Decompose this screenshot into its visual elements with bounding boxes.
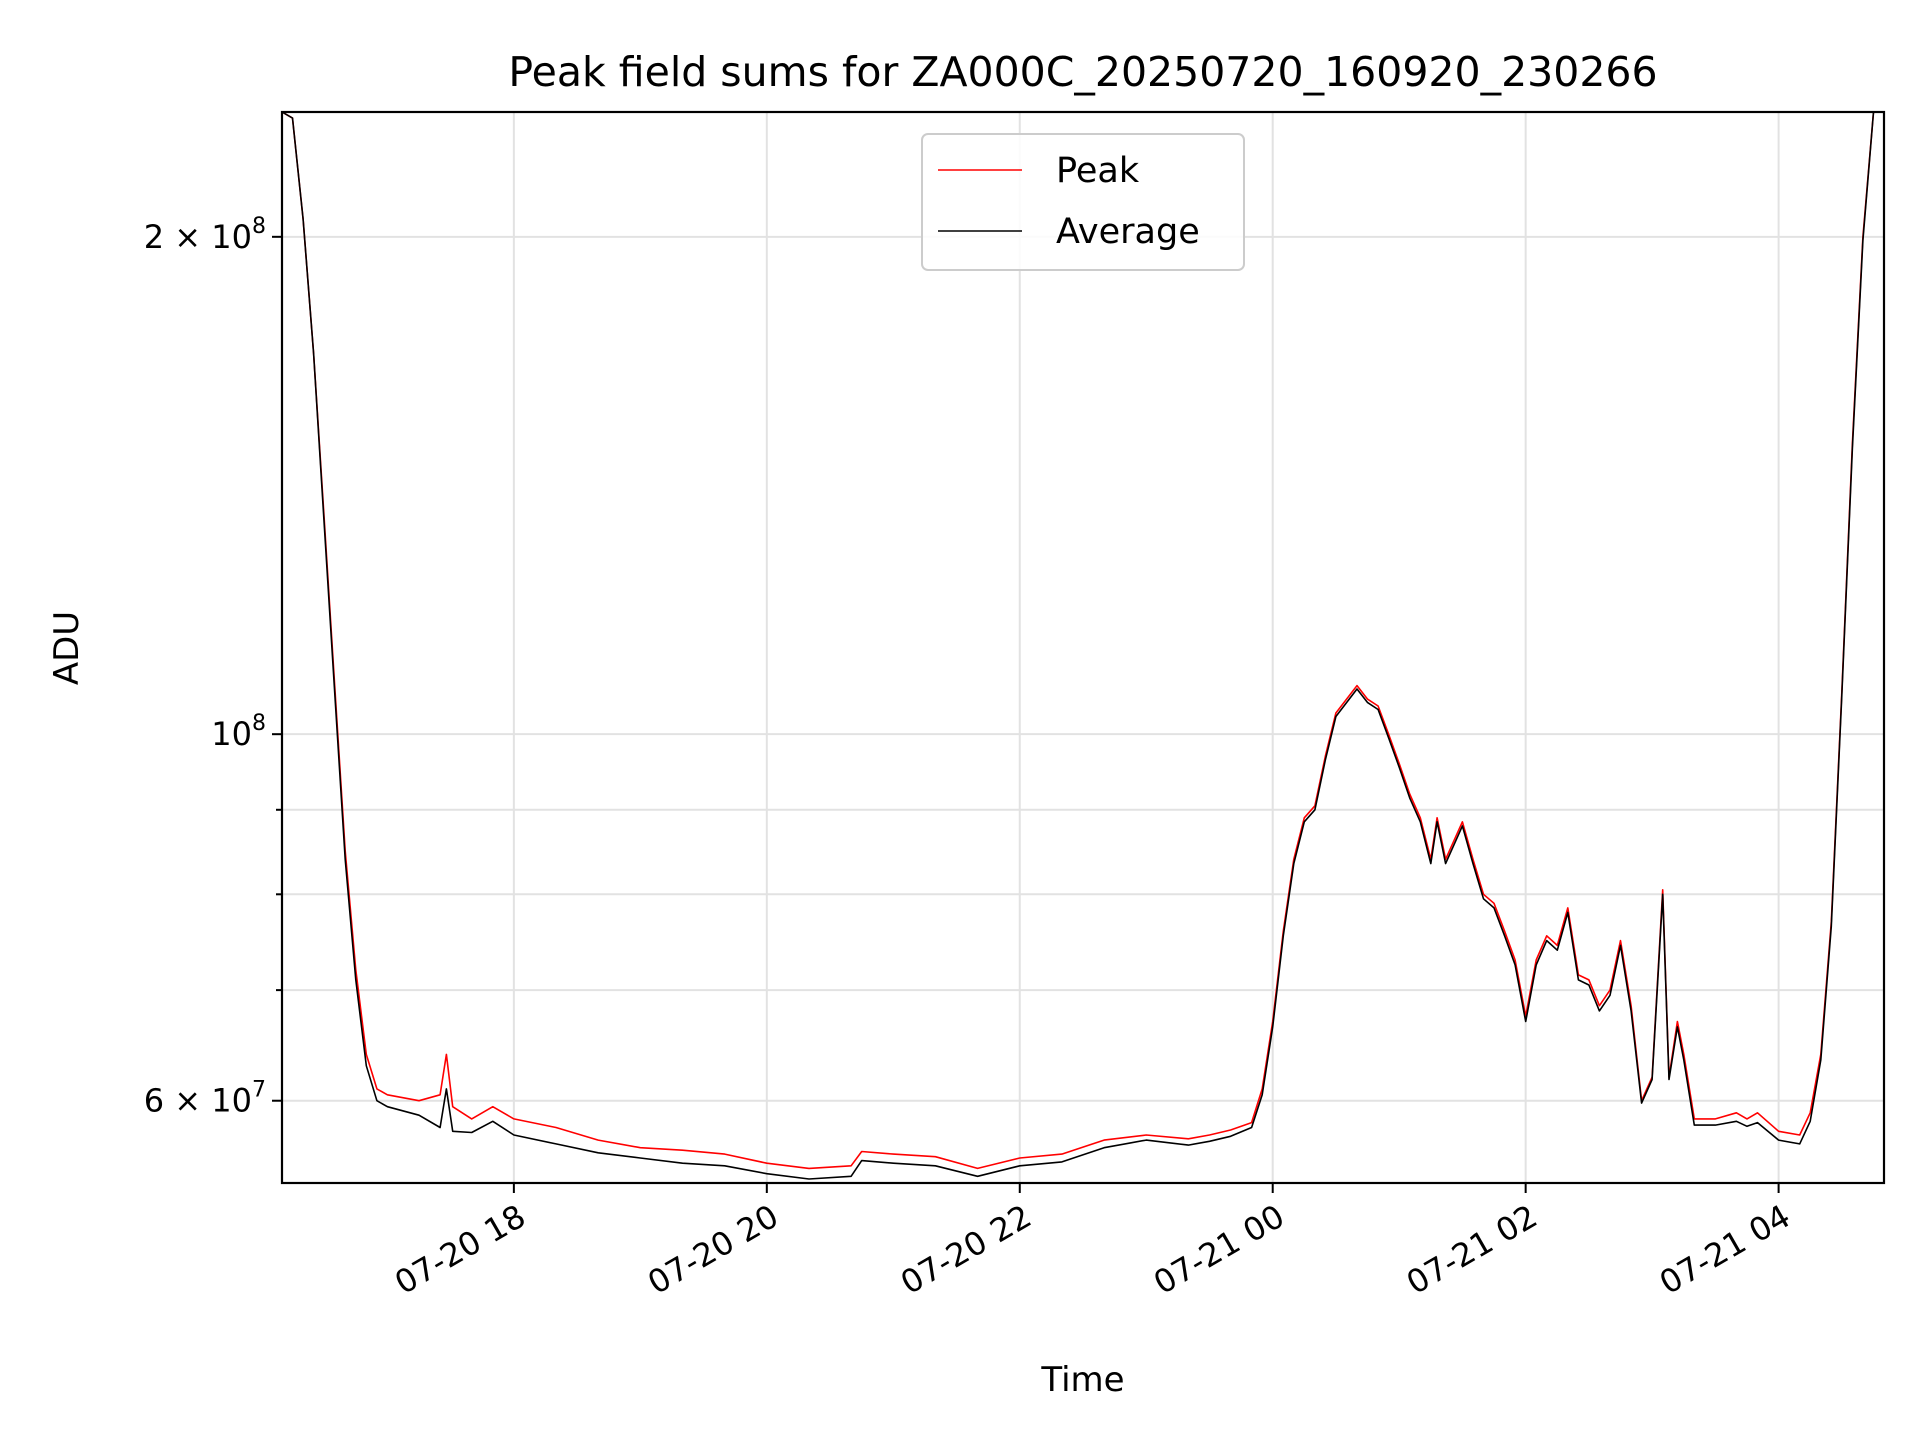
series-line-peak [282,112,1884,1170]
grid-lines [282,112,1884,1183]
chart-title: Peak field sums for ZA000C_20250720_1609… [508,48,1657,96]
x-axis-label: Time [1040,1360,1124,1400]
series-lines [282,112,1884,1180]
y-tick-label: 108 [211,711,266,753]
legend-label-average: Average [1056,212,1200,252]
y-tick-base: 2 × 10 [144,218,252,256]
legend-label-peak: Peak [1056,151,1140,191]
y-tick-label: 6 × 107 [144,1078,266,1120]
plot-frame [280,110,1886,1185]
y-tick-label: 2 × 108 [144,214,266,256]
y-axis-label: ADU [47,611,87,685]
y-tick-base: 10 [211,715,252,753]
series-line-average [282,112,1884,1180]
y-tick-exponent: 8 [252,214,266,239]
legend-box [921,133,1245,271]
legend: Peak Average [921,133,1245,271]
y-tick-exponent: 7 [252,1078,266,1103]
y-tick-base: 6 × 10 [144,1082,252,1120]
y-tick-exponent: 8 [252,711,266,736]
